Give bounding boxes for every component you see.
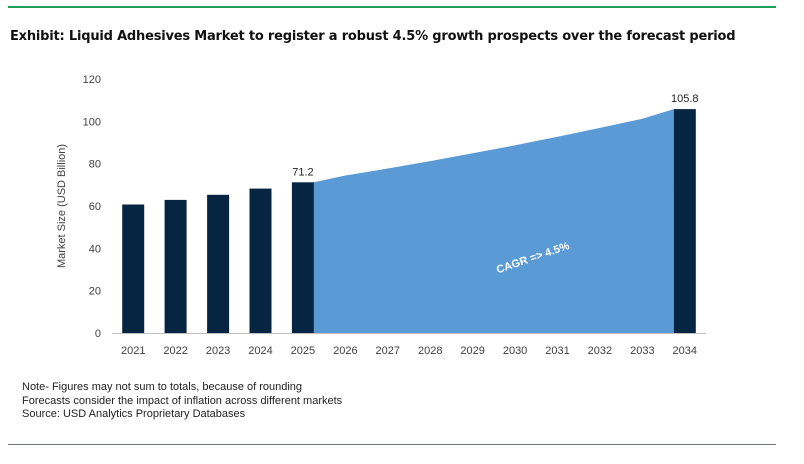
y-tick-label: 40 [89, 243, 101, 255]
x-tick-label: 2031 [545, 345, 569, 357]
y-axis-label: Market Size (USD Billion) [56, 144, 68, 268]
y-tick-label: 60 [89, 201, 101, 213]
y-tick-label: 100 [83, 116, 101, 128]
x-tick-label: 2025 [291, 345, 315, 357]
bar-2021 [122, 204, 145, 333]
note-rounding: Note- Figures may not sum to totals, bec… [22, 381, 303, 393]
y-tick-label: 80 [89, 159, 101, 171]
bar-2022 [164, 199, 187, 333]
x-tick-label: 2034 [673, 345, 697, 357]
y-tick-label: 120 [83, 74, 101, 86]
chart-title: Exhibit: Liquid Adhesives Market to regi… [10, 29, 736, 44]
x-tick-label: 2024 [248, 345, 272, 357]
bar-2024 [249, 188, 272, 333]
note-source: Source: USD Analytics Proprietary Databa… [22, 408, 246, 421]
x-tick-label: 2021 [121, 345, 145, 357]
forecast-area [313, 109, 674, 333]
y-tick-label: 0 [95, 328, 101, 340]
x-tick-label: 2028 [418, 345, 442, 357]
x-tick-label: 2026 [333, 345, 357, 357]
x-tick-label: 2029 [460, 345, 484, 357]
bar-2023 [207, 194, 230, 333]
x-tick-label: 2033 [630, 345, 654, 357]
note-inflation: Forecasts consider the impact of inflati… [22, 394, 343, 407]
bottom-rule [8, 444, 776, 445]
x-tick-label: 2027 [376, 345, 400, 357]
data-label: 105.8 [671, 93, 699, 105]
footnotes: Note- Figures may not sum to totals, bec… [22, 381, 342, 422]
x-tick-label: 2030 [503, 345, 527, 357]
x-tick-label: 2023 [206, 345, 230, 357]
y-tick-label: 20 [89, 286, 101, 298]
top-rule [8, 6, 776, 8]
x-tick-label: 2032 [588, 345, 612, 357]
data-label: 71.2 [292, 166, 313, 178]
bar-2025 [291, 182, 314, 333]
bar-2034 [673, 109, 696, 333]
x-tick-label: 2022 [163, 345, 187, 357]
